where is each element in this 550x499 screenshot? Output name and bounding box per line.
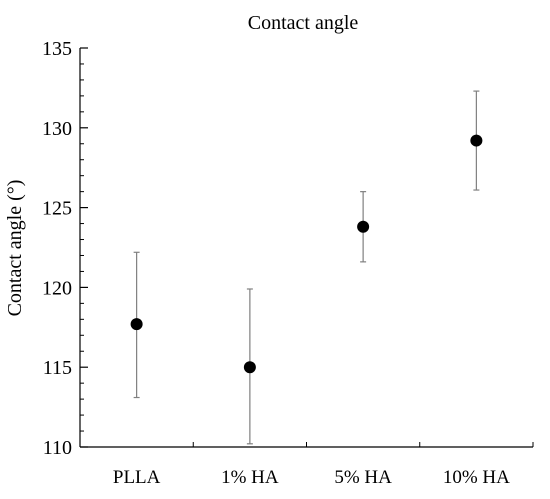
data-point [470, 134, 483, 147]
data-point [243, 361, 256, 374]
y-tick-label: 110 [43, 437, 72, 459]
x-ticks: PLLA 1% HA 5% HA 10% HA [113, 442, 534, 488]
axes [79, 48, 533, 448]
error-bars [133, 90, 480, 445]
y-tick-label: 135 [42, 38, 72, 60]
x-tick-label: 10% HA [443, 467, 510, 488]
y-ticks: 110 115 120 125 130 135 [42, 38, 88, 459]
y-tick-label: 120 [42, 277, 72, 299]
y-tick-label: 125 [42, 198, 72, 220]
data-points [130, 134, 483, 374]
x-tick-label: PLLA [113, 467, 161, 488]
x-tick-label: 1% HA [221, 467, 279, 488]
y-tick-label: 115 [43, 357, 72, 379]
y-tick-label: 130 [42, 118, 72, 140]
y-axis-label: Contact angle (°) [4, 180, 26, 317]
x-tick-label: 5% HA [334, 467, 392, 488]
data-point [357, 220, 370, 233]
chart-title: Contact angle [248, 12, 359, 34]
data-point [130, 318, 143, 331]
